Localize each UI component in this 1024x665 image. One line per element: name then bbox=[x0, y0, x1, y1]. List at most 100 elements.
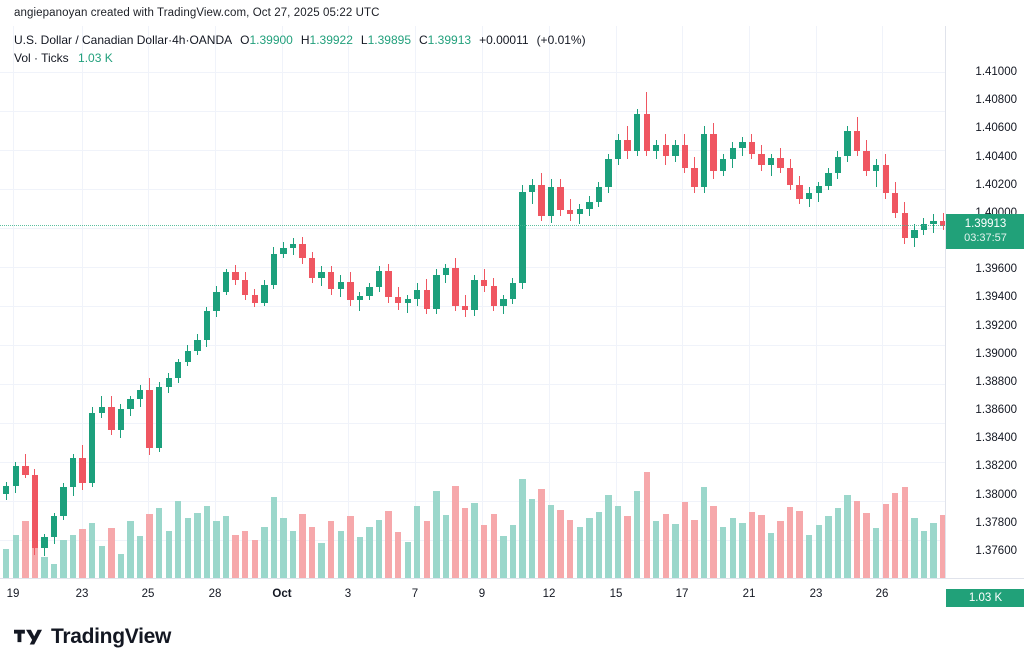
volume-bar bbox=[203, 505, 211, 578]
price-tick-label: 1.39600 bbox=[975, 263, 1017, 276]
vertical-gridline-7 bbox=[482, 26, 483, 578]
price-tick-label: 1.38200 bbox=[975, 460, 1017, 473]
candle-body bbox=[31, 474, 39, 548]
candle-body bbox=[930, 221, 937, 225]
candle-body bbox=[911, 229, 918, 239]
volume-bar bbox=[356, 536, 364, 578]
candle-body bbox=[69, 457, 77, 488]
volume-bar bbox=[892, 492, 899, 578]
candle-wick bbox=[24, 453, 26, 478]
candle-wick bbox=[579, 204, 581, 225]
volume-bar bbox=[576, 527, 583, 578]
volume-bar bbox=[882, 504, 889, 578]
volume-bar bbox=[404, 541, 411, 578]
candle-body bbox=[41, 536, 48, 549]
volume-bar bbox=[729, 518, 736, 578]
candle-body bbox=[461, 305, 469, 310]
price-tick-label: 1.38000 bbox=[975, 488, 1017, 501]
chart-area[interactable]: 1.41000 1.40800 1.40600 1.40400 1.40200 1.400… bbox=[0, 26, 1024, 610]
volume-bar bbox=[108, 528, 115, 578]
horizontal-gridline-4 bbox=[0, 228, 945, 229]
vertical-gridline-4 bbox=[282, 26, 283, 578]
volume-bar bbox=[844, 495, 851, 578]
volume-bar bbox=[758, 514, 765, 578]
volume-bar bbox=[213, 521, 220, 578]
volume-bar bbox=[872, 528, 880, 578]
candle-body bbox=[165, 377, 172, 388]
volume-bar bbox=[318, 542, 325, 578]
vertical-gridline-5 bbox=[348, 26, 349, 578]
candle-body bbox=[700, 133, 708, 188]
candle-body bbox=[242, 280, 249, 295]
volume-bar bbox=[98, 546, 105, 578]
volume-bar bbox=[672, 524, 679, 578]
volume-bar bbox=[815, 525, 822, 578]
horizontal-gridline-1 bbox=[0, 111, 945, 112]
chart-plot[interactable] bbox=[0, 26, 945, 578]
bar-countdown: 03:37:57 bbox=[964, 232, 1007, 245]
candle-body bbox=[481, 280, 488, 287]
candle-wick bbox=[770, 153, 772, 177]
time-tick-label: 9 bbox=[478, 588, 486, 600]
current-price-value: 1.39913 bbox=[964, 218, 1007, 231]
volume-bar bbox=[60, 539, 67, 578]
candle-body bbox=[834, 156, 842, 174]
volume-bar bbox=[461, 508, 469, 578]
candle-body bbox=[806, 193, 813, 199]
volume-bar bbox=[89, 523, 96, 578]
volume-bar bbox=[299, 514, 306, 578]
volume-bar bbox=[50, 563, 58, 578]
candle-body bbox=[614, 139, 622, 160]
candle-body bbox=[184, 350, 192, 363]
volume-bar bbox=[375, 520, 383, 578]
vertical-gridline-8 bbox=[549, 26, 550, 578]
horizontal-gridline-8 bbox=[0, 384, 945, 385]
time-tick-label: Oct bbox=[272, 588, 292, 600]
price-tick-label: 1.40400 bbox=[975, 150, 1017, 163]
time-tick-label: 19 bbox=[6, 588, 20, 600]
candle-body bbox=[786, 167, 794, 185]
volume-bar bbox=[127, 520, 134, 578]
candle-body bbox=[691, 167, 698, 188]
candle-body bbox=[500, 298, 507, 306]
volume-bar bbox=[720, 527, 727, 578]
volume-bar bbox=[920, 531, 928, 578]
candle-wick bbox=[407, 294, 409, 313]
price-tick-label: 1.38600 bbox=[975, 404, 1017, 416]
vertical-gridline-13 bbox=[882, 26, 883, 578]
volume-bar bbox=[481, 525, 488, 578]
volume-bar bbox=[289, 530, 297, 578]
candle-body bbox=[414, 290, 421, 299]
price-tick-label: 1.38400 bbox=[975, 432, 1017, 445]
horizontal-gridline-9 bbox=[0, 423, 945, 424]
candle-wick bbox=[531, 179, 533, 205]
volume-bar bbox=[911, 517, 918, 578]
candle-body bbox=[12, 466, 19, 487]
candle-body bbox=[251, 294, 258, 303]
price-tick-label: 1.39000 bbox=[975, 347, 1017, 360]
price-axis[interactable]: 1.41000 1.40800 1.40600 1.40400 1.40200 1.400… bbox=[945, 26, 1024, 607]
time-axis[interactable]: 19 23 25 28 Oct 3 7 9 12 15 17 21 23 26 bbox=[0, 578, 1024, 610]
candle-body bbox=[117, 408, 125, 430]
horizontal-gridline-3 bbox=[0, 189, 945, 190]
volume-bar bbox=[739, 522, 746, 578]
price-tick-label: 1.39200 bbox=[975, 319, 1017, 332]
price-tick-label: 1.40200 bbox=[975, 178, 1017, 191]
candle-body bbox=[624, 139, 631, 151]
candle-body bbox=[710, 133, 717, 171]
time-tick-label: 15 bbox=[609, 588, 623, 600]
candle-body bbox=[767, 157, 775, 165]
candle-body bbox=[261, 284, 268, 303]
candle-body bbox=[815, 186, 822, 194]
candle-body bbox=[289, 243, 297, 249]
vertical-gridline-6 bbox=[415, 26, 416, 578]
price-tick-label: 1.37600 bbox=[975, 544, 1017, 557]
volume-bar bbox=[347, 515, 354, 578]
time-tick-label: 26 bbox=[875, 588, 889, 600]
volume-bar bbox=[939, 514, 945, 578]
vertical-gridline-2 bbox=[148, 26, 149, 578]
time-tick-label: 23 bbox=[809, 588, 823, 600]
time-tick-label: 28 bbox=[208, 588, 222, 600]
candle-body bbox=[155, 387, 163, 448]
volume-bar bbox=[452, 485, 459, 578]
